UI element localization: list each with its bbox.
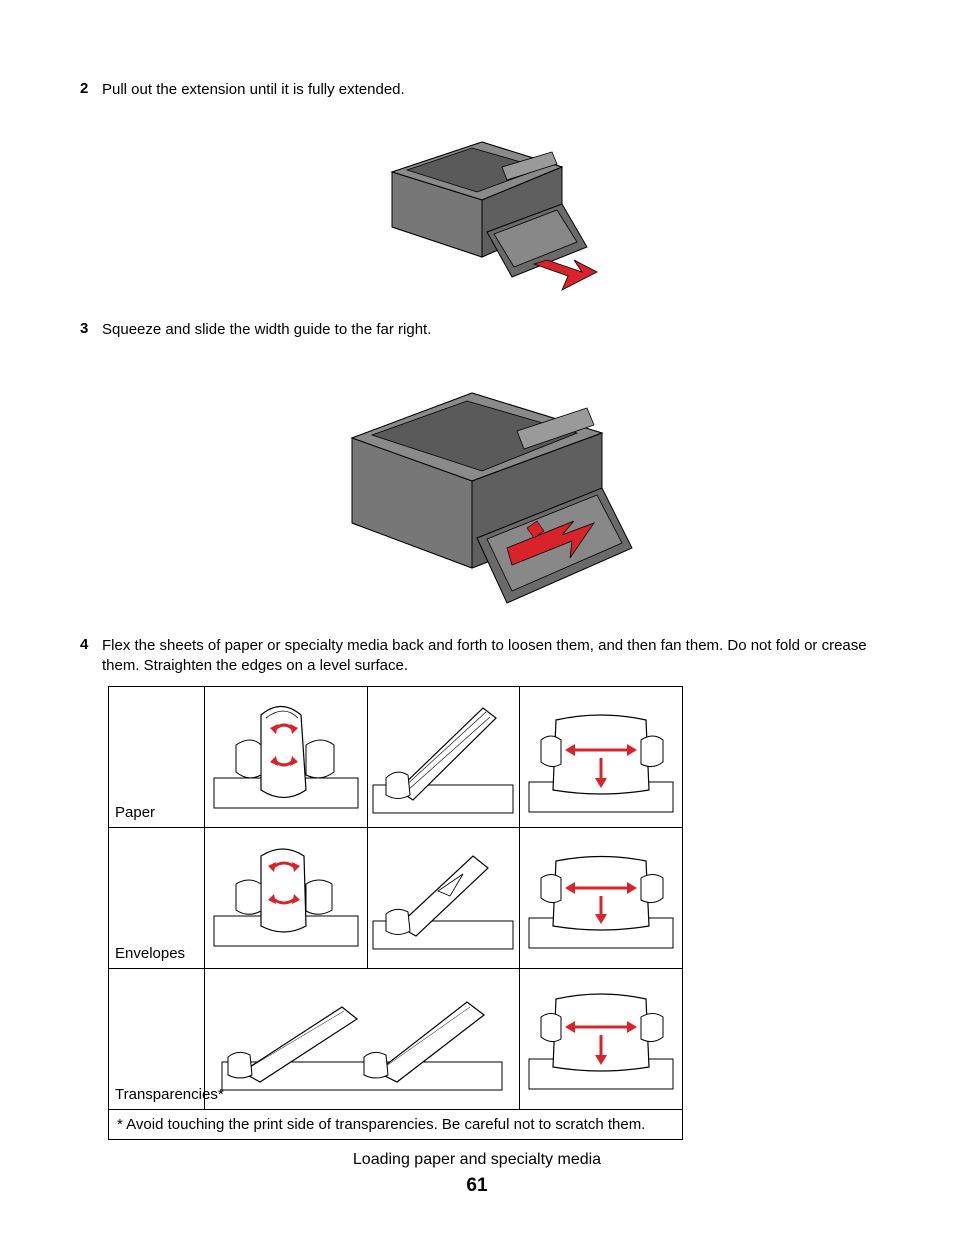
flex-envelopes-icon — [206, 836, 366, 956]
printer-width-guide-icon — [312, 353, 642, 618]
table-row: Transparencies* — [109, 969, 683, 1110]
media-label: Paper — [115, 804, 155, 821]
fan-envelopes-icon — [368, 836, 518, 956]
straighten-envelopes-icon — [521, 836, 681, 956]
table-row: Paper — [109, 687, 683, 828]
printer-extension-icon — [352, 112, 602, 302]
media-label: Envelopes — [115, 945, 185, 962]
page-footer: Loading paper and specialty media 61 — [0, 1151, 954, 1197]
step-3-illustration — [80, 353, 874, 618]
step-2-illustration — [80, 112, 874, 302]
table-row: Envelopes — [109, 828, 683, 969]
fan-paper-icon — [368, 690, 518, 820]
step-2: 2 Pull out the extension until it is ful… — [80, 80, 874, 100]
step-3: 3 Squeeze and slide the width guide to t… — [80, 320, 874, 340]
step-text: Flex the sheets of paper or specialty me… — [102, 636, 874, 677]
footnote-text: * Avoid touching the print side of trans… — [117, 1116, 645, 1133]
table-footnote-row: * Avoid touching the print side of trans… — [109, 1110, 683, 1140]
manual-page: 2 Pull out the extension until it is ful… — [0, 0, 954, 1235]
footer-section-title: Loading paper and specialty media — [0, 1151, 954, 1169]
straighten-paper-icon — [521, 690, 681, 820]
fan-transparencies-icon — [212, 977, 512, 1097]
media-handling-table: Paper — [108, 686, 683, 1140]
step-4: 4 Flex the sheets of paper or specialty … — [80, 636, 874, 677]
step-number: 3 — [80, 320, 102, 340]
step-text: Squeeze and slide the width guide to the… — [102, 320, 431, 340]
step-number: 4 — [80, 636, 102, 677]
straighten-transparencies-icon — [521, 977, 681, 1097]
flex-paper-icon — [206, 690, 366, 820]
page-number: 61 — [0, 1175, 954, 1197]
step-text: Pull out the extension until it is fully… — [102, 80, 405, 100]
step-number: 2 — [80, 80, 102, 100]
